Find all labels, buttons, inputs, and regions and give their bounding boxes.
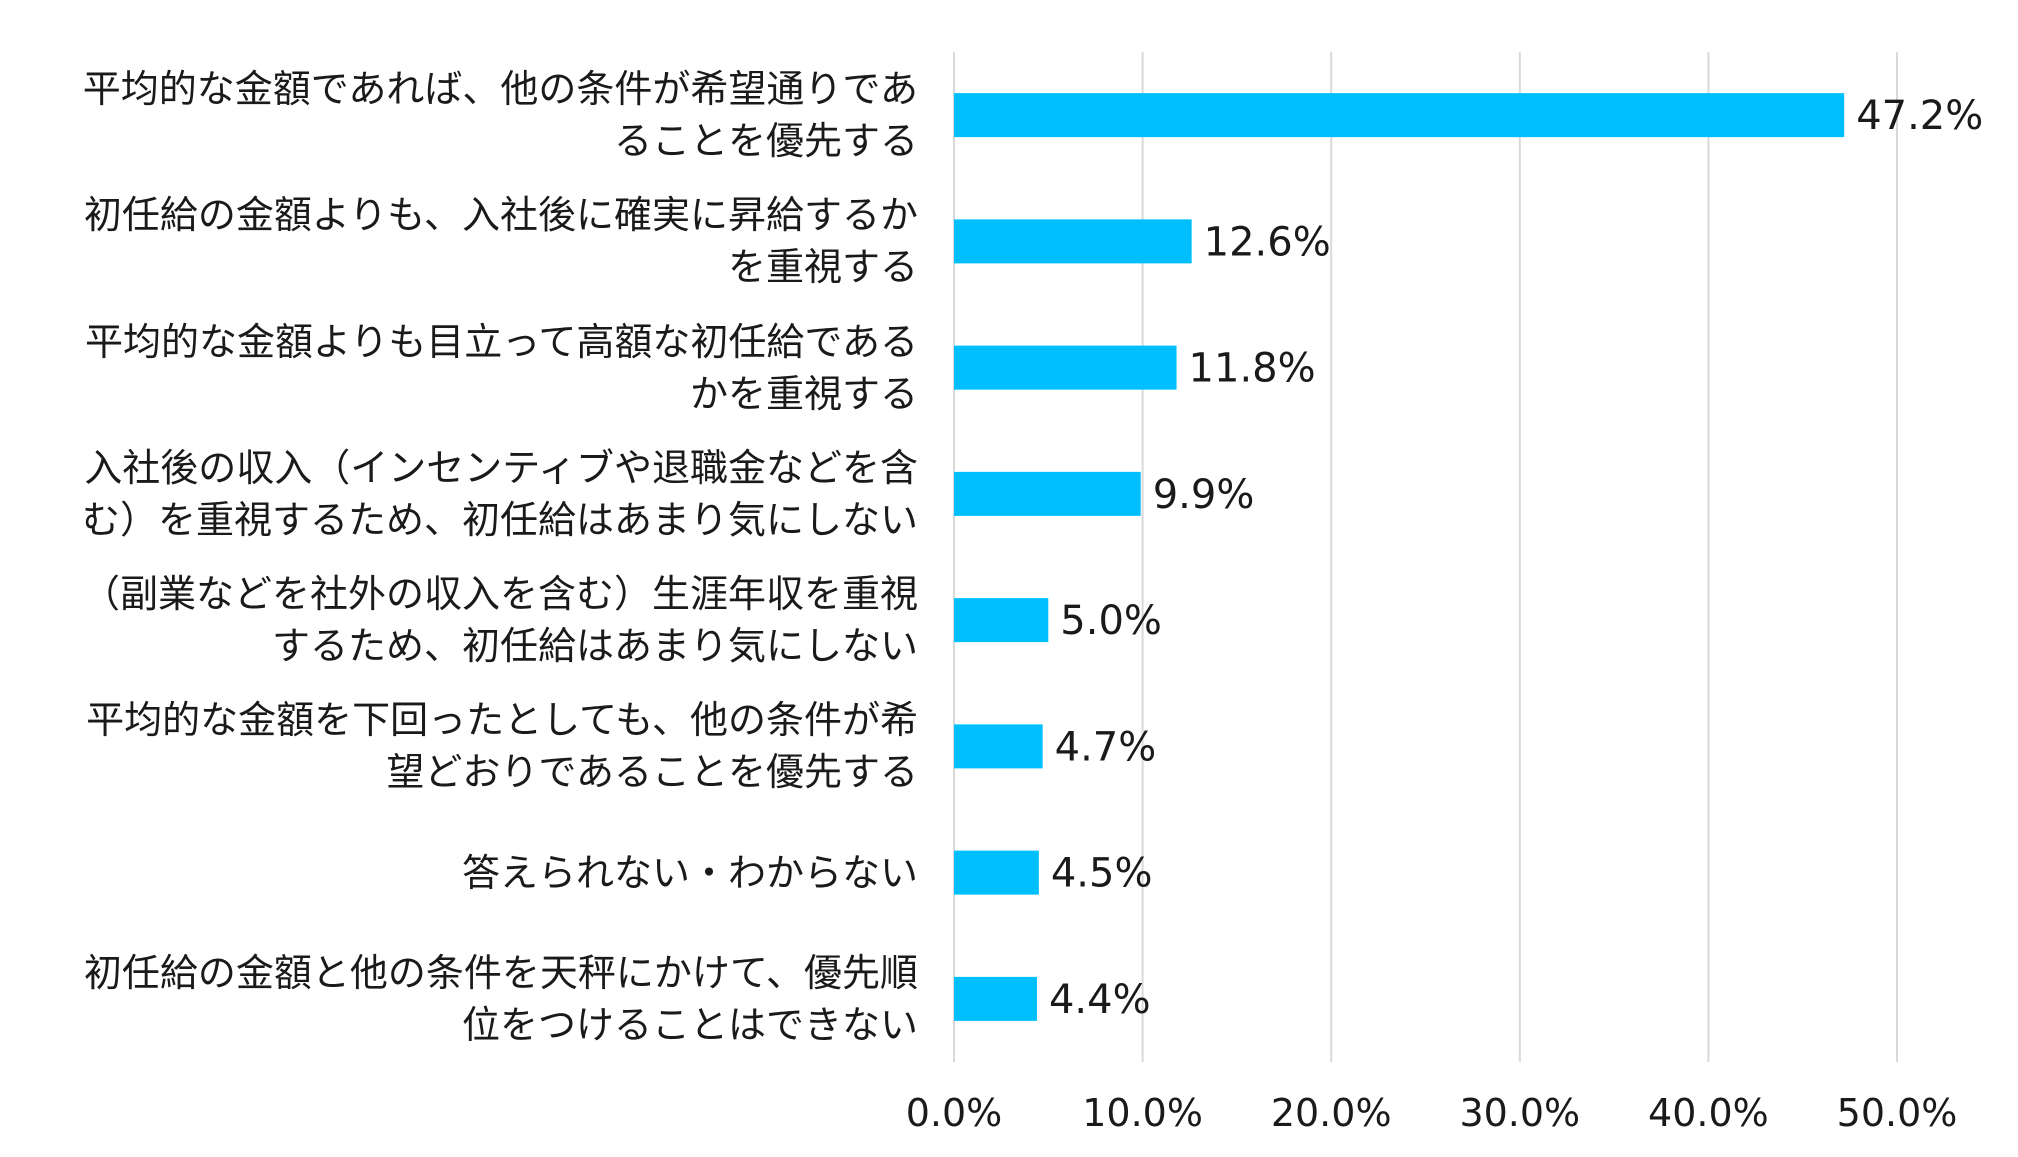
category-label-line: 平均的な金額よりも目立って高額な初任給である	[85, 319, 918, 364]
category-label-line: 答えられない・わからない	[461, 850, 918, 895]
bar	[954, 724, 1043, 769]
category-label: 平均的な金額であれば、他の条件が希望通りであることを優先する	[18, 63, 918, 167]
bar	[954, 219, 1192, 264]
x-tick-label: 10.0%	[1082, 1091, 1203, 1135]
category-label: 初任給の金額と他の条件を天秤にかけて、優先順位をつけることはできない	[18, 947, 918, 1051]
category-label: 答えられない・わからない	[18, 847, 918, 899]
category-label-line: （副業などを社外の収入を含む）生涯年収を重視	[81, 572, 918, 617]
category-label: 平均的な金額よりも目立って高額な初任給であるかを重視する	[18, 316, 918, 420]
bar	[954, 345, 1177, 390]
data-label: 12.6%	[1204, 219, 1331, 265]
category-label-line: 入社後の収入（インセンティブや退職金などを含	[84, 445, 918, 490]
category-label-line: 平均的な金額であれば、他の条件が希望通りであ	[82, 67, 918, 112]
data-label: 4.7%	[1055, 724, 1157, 770]
bar	[954, 976, 1037, 1021]
category-label-line: を重視する	[727, 245, 918, 290]
data-label: 47.2%	[1856, 93, 1983, 139]
data-label: 4.5%	[1051, 851, 1153, 897]
category-label-line: む）を重視するため、初任給はあまり気にしない	[81, 497, 918, 542]
x-tick-label: 0.0%	[906, 1091, 1003, 1135]
bar	[954, 471, 1141, 516]
category-label-line: かを重視する	[689, 371, 918, 416]
category-label-line: 初任給の金額と他の条件を天秤にかけて、優先順	[83, 950, 918, 995]
x-tick-label: 40.0%	[1648, 1091, 1769, 1135]
bar	[954, 850, 1039, 895]
category-label: （副業などを社外の収入を含む）生涯年収を重視するため、初任給はあまり気にしない	[18, 568, 918, 672]
category-label-line: ることを優先する	[613, 119, 918, 164]
category-label: 平均的な金額を下回ったとしても、他の条件が希望どおりであることを優先する	[18, 694, 918, 798]
bar	[954, 598, 1049, 643]
x-tick-label: 20.0%	[1271, 1091, 1392, 1135]
category-label: 初任給の金額よりも、入社後に確実に昇給するかを重視する	[18, 189, 918, 293]
data-label: 5.0%	[1060, 598, 1162, 644]
category-label-line: 望どおりであることを優先する	[386, 750, 918, 795]
x-tick-label: 30.0%	[1459, 1091, 1580, 1135]
data-label: 11.8%	[1189, 346, 1316, 392]
category-label: 入社後の収入（インセンティブや退職金などを含 む）を重視するため、初任給はあまり気…	[18, 442, 918, 546]
data-label: 9.9%	[1153, 472, 1255, 518]
category-label-line: 位をつけることはできない	[461, 1002, 918, 1047]
x-tick-label: 50.0%	[1837, 1091, 1958, 1135]
bar	[954, 93, 1845, 138]
data-label: 4.4%	[1049, 977, 1151, 1023]
category-label-line: するため、初任給はあまり気にしない	[271, 624, 918, 669]
category-label-line: 平均的な金額を下回ったとしても、他の条件が希	[86, 698, 918, 743]
category-label-line: 初任給の金額よりも、入社後に確実に昇給するか	[83, 193, 918, 238]
